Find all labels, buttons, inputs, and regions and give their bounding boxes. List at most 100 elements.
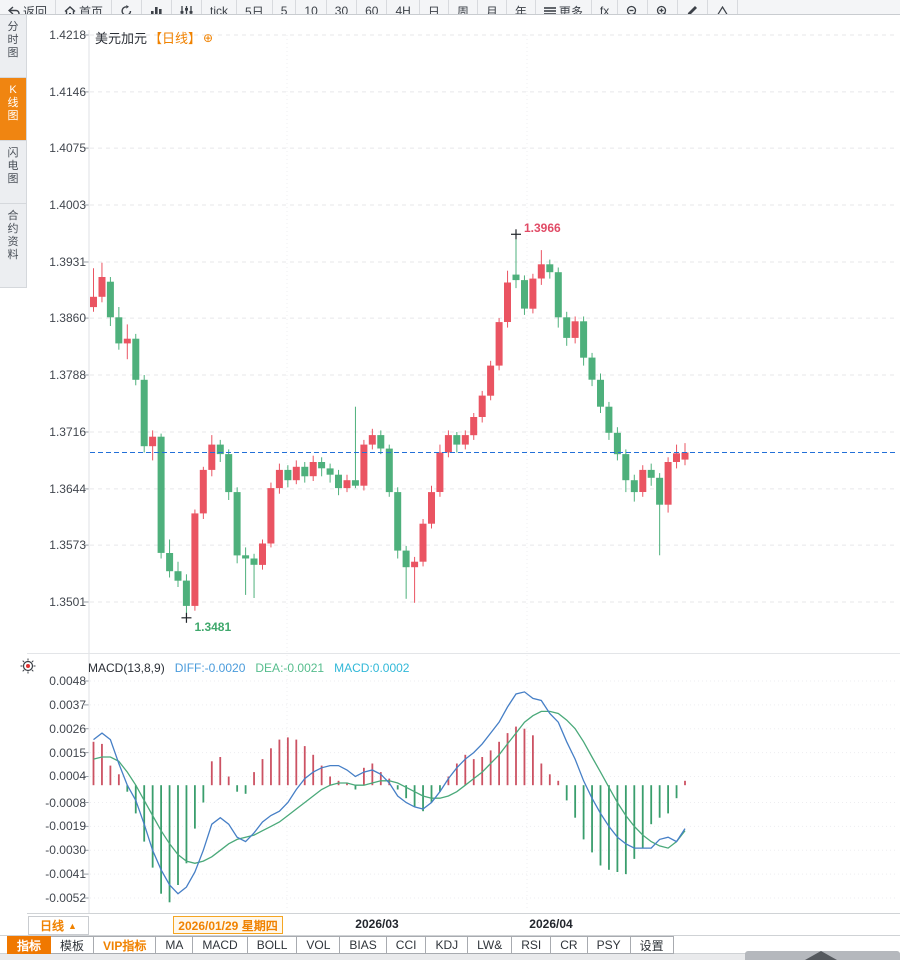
toolbar-item-年[interactable]: 年 [507, 0, 536, 15]
toolbar-item-zoom-out-icon[interactable] [618, 0, 649, 14]
indicator-tab-CCI[interactable]: CCI [386, 936, 427, 954]
shape-triangle-icon [716, 5, 729, 14]
period-tag: 【日线】 [149, 31, 202, 46]
pencil-icon [686, 5, 699, 14]
indicator-tab-模板[interactable]: 模板 [51, 936, 95, 954]
filter-sliders-icon [180, 5, 193, 14]
toolbar-item-label: 5 [280, 4, 288, 15]
top-toolbar: 返回 首页 tick 5日 5 10 30 60 4H 日 周 月 年 更多 fx [0, 0, 900, 15]
toolbar-item-日[interactable]: 日 [420, 0, 449, 14]
toolbar-item-返回[interactable]: 返回 [0, 0, 57, 14]
indicator-tab-PSY[interactable]: PSY [587, 936, 631, 954]
toolbar-item-30[interactable]: 30 [327, 0, 358, 14]
toolbar-item-shape-triangle-icon[interactable] [708, 0, 739, 14]
refresh-icon [120, 5, 133, 14]
indicator-tab-BIAS[interactable]: BIAS [340, 936, 387, 954]
sidebar-tab-char: 资 [7, 236, 19, 248]
period-selector[interactable]: 日线 ▲ [28, 916, 89, 935]
back-arrow-icon [8, 5, 20, 14]
macd-axis-label: 0.0048 [49, 674, 86, 688]
symbol-name: 美元加元 [95, 31, 148, 46]
sidebar-tab-char: 时 [7, 34, 19, 46]
toolbar-item-4H[interactable]: 4H [387, 0, 420, 14]
sidebar-tab-分时图[interactable]: 分时图 [0, 15, 27, 78]
toolbar-item-周[interactable]: 周 [449, 0, 478, 15]
bar-chart-icon [150, 6, 163, 14]
indicator-tab-VIP指标[interactable]: VIP指标 [94, 936, 157, 954]
indicator-tab-MA[interactable]: MA [156, 936, 194, 954]
toolbar-item-label: 周 [456, 4, 469, 15]
indicator-tab-bar: 指标 模板 VIP指标 MA MACD BOLL VOL BIAS CCI KDJ LW& RSI CR… [0, 936, 900, 954]
zoom-out-icon [626, 5, 639, 14]
toolbar-item-fx[interactable]: fx [592, 0, 619, 15]
toolbar-item-zoom-in-icon[interactable] [648, 0, 679, 14]
macd-axis-label: 0.0026 [49, 721, 86, 736]
toolbar-item-filter-sliders-icon[interactable] [172, 0, 203, 14]
price-axis-label: 1.4075 [49, 141, 86, 156]
menu-icon [543, 6, 556, 14]
macd-axis-label: 0.0004 [49, 769, 86, 784]
toolbar-item-refresh-icon[interactable] [112, 0, 143, 14]
toolbar-item-label: 10 [304, 4, 318, 15]
indicator-tab-KDJ[interactable]: KDJ [426, 936, 469, 954]
triangle-up-icon: ▲ [68, 920, 77, 931]
indicator-tab-指标[interactable]: 指标 [7, 936, 52, 954]
sidebar-tab-闪电图[interactable]: 闪电图 [0, 141, 27, 204]
indicator-tab-CR[interactable]: CR [551, 936, 588, 954]
macd-dea-value: DEA:-0.0021 [255, 661, 325, 675]
indicator-tab-VOL[interactable]: VOL [297, 936, 341, 954]
pullup-handle[interactable] [745, 951, 900, 960]
sidebar-tab-char: 闪 [7, 147, 19, 159]
price-axis-label: 1.4218 [49, 28, 86, 42]
toolbar-item-60[interactable]: 60 [357, 0, 388, 14]
period-selector-label: 日线 [40, 919, 65, 933]
indicator-tab-LW&[interactable]: LW& [468, 936, 513, 954]
toolbar-item-10[interactable]: 10 [296, 0, 327, 15]
home-icon [64, 5, 76, 14]
toolbar-item-label: 年 [514, 4, 527, 15]
sidebar-tab-合约资料[interactable]: 合约资料 [0, 204, 27, 288]
price-axis-label: 1.3501 [49, 595, 86, 609]
macd-diff-value: DIFF:-0.0020 [174, 661, 246, 675]
date-tooltip: 2026/01/29 星期四 [173, 916, 283, 934]
toolbar-item-label: 更多 [558, 4, 583, 15]
macd-axis-label: 0.0037 [49, 697, 86, 712]
toolbar-item-tick[interactable]: tick [202, 0, 238, 14]
price-axis-label: 1.3788 [49, 368, 86, 383]
toolbar-item-label: fx [599, 4, 610, 15]
macd-axis-label: -0.0030 [45, 843, 86, 858]
low-price-annotation: 1.3481 [194, 619, 232, 634]
toolbar-item-label: 首页 [79, 4, 104, 15]
sidebar-tab-char: 电 [7, 160, 19, 172]
macd-header: MACD(13,8,9) DIFF:-0.0020 DEA:-0.0021 MA… [88, 661, 409, 675]
sidebar-tab-char: 合 [7, 210, 19, 222]
toolbar-item-5日[interactable]: 5日 [237, 0, 273, 14]
indicator-marker-icon[interactable] [20, 658, 36, 674]
toolbar-item-label: 月 [485, 4, 498, 15]
toolbar-item-5[interactable]: 5 [273, 0, 297, 15]
indicator-tab-设置[interactable]: 设置 [630, 936, 674, 954]
macd-axis-label: -0.0052 [45, 891, 86, 905]
indicator-tab-RSI[interactable]: RSI [512, 936, 552, 954]
sidebar-tab-char: 图 [7, 173, 19, 185]
macd-axis-label: -0.0019 [45, 819, 86, 834]
month-axis-label: 2026/04 [529, 917, 573, 931]
toolbar-item-月[interactable]: 月 [478, 0, 507, 15]
toolbar-item-pencil-icon[interactable] [678, 0, 709, 14]
price-axis-label: 1.3573 [49, 538, 86, 553]
indicator-tab-MACD[interactable]: MACD [193, 936, 248, 954]
indicator-tab-BOLL[interactable]: BOLL [247, 936, 298, 954]
toolbar-item-更多[interactable]: 更多 [536, 0, 592, 15]
price-axis-label: 1.3644 [49, 481, 86, 496]
macd-title: MACD(13,8,9) [88, 661, 165, 675]
sidebar-tab-char: 分 [7, 21, 19, 33]
date-axis-row: 日线 ▲ 2026/01/29 星期四 2026/03 2026/04 [0, 914, 900, 936]
plus-circle-icon[interactable]: ⊕ [203, 30, 214, 45]
toolbar-item-首页[interactable]: 首页 [56, 0, 113, 15]
price-axis-label: 1.4003 [49, 198, 86, 213]
toolbar-item-bar-chart-icon[interactable] [142, 0, 173, 14]
sidebar-tab-char: 料 [7, 249, 19, 261]
